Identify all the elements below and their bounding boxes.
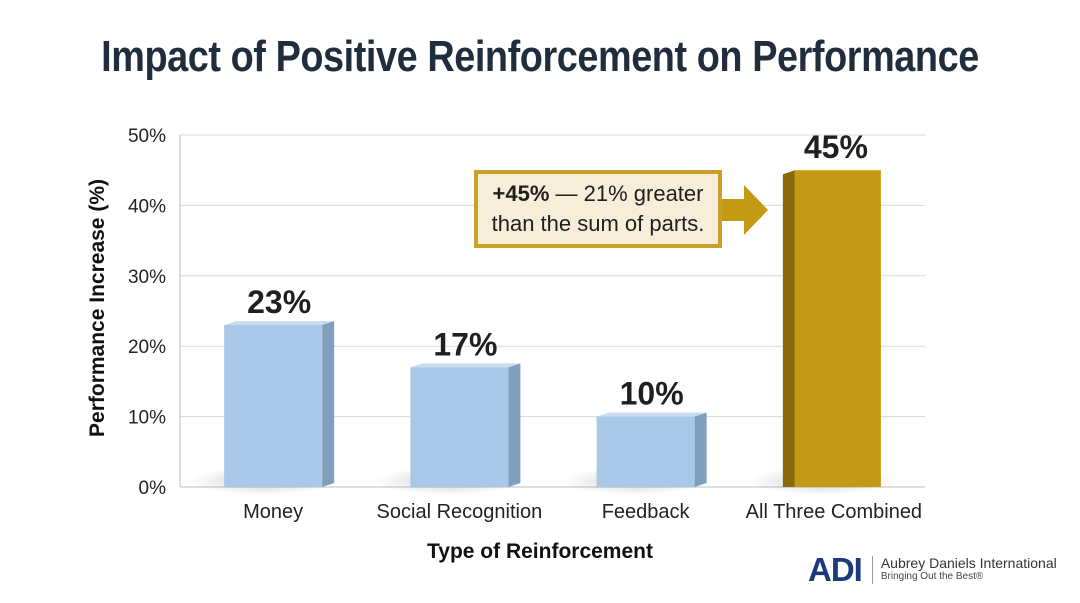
bar-face bbox=[794, 170, 881, 487]
bar-side bbox=[508, 363, 521, 487]
x-axis-title: Type of Reinforcement bbox=[427, 540, 653, 563]
bar-top bbox=[224, 321, 335, 326]
logo-divider bbox=[871, 556, 873, 584]
bar-4: 45% bbox=[748, 129, 896, 495]
bar-face bbox=[410, 367, 509, 487]
category-label: All Three Combined bbox=[746, 501, 922, 523]
logo-company-name: Aubrey Daniels International bbox=[880, 555, 1057, 571]
y-tick-label: 20% bbox=[128, 337, 166, 358]
bar-face bbox=[596, 416, 695, 487]
category-label: Social Recognition bbox=[377, 501, 543, 523]
data-label: 45% bbox=[804, 129, 868, 165]
bar-side bbox=[322, 321, 335, 487]
y-tick-label: 0% bbox=[139, 478, 167, 499]
y-tick-label: 40% bbox=[128, 196, 166, 217]
data-label: 10% bbox=[620, 376, 684, 412]
category-label: Money bbox=[243, 501, 303, 523]
logo-tagline: Bringing Out the Best® bbox=[880, 571, 984, 582]
annotation-callout: +45% — 21% greater than the sum of parts… bbox=[474, 170, 722, 248]
bar-top bbox=[410, 363, 521, 368]
annotation-line-1-text: — 21% greater bbox=[549, 181, 704, 206]
chart-title: Impact of Positive Reinforcement on Perf… bbox=[101, 32, 979, 81]
bar-side bbox=[694, 412, 707, 487]
y-tick-label: 30% bbox=[128, 267, 166, 288]
bars: 23% 17% 10% 45% bbox=[189, 129, 896, 495]
data-label: 17% bbox=[433, 326, 497, 362]
annotation-bold: +45% bbox=[492, 181, 550, 206]
logo-text: Aubrey Daniels International Bringing Ou… bbox=[881, 556, 1057, 584]
company-logo: ADI Aubrey Daniels International Bringin… bbox=[808, 553, 1057, 587]
data-label: 23% bbox=[247, 284, 311, 320]
y-tick-labels: 0% 10% 20% 30% 40% 50% bbox=[128, 126, 166, 499]
callout-arrow-icon bbox=[722, 185, 768, 235]
bar-2: 17% bbox=[375, 326, 523, 495]
annotation-line-2: than the sum of parts. bbox=[491, 211, 705, 236]
category-label: Feedback bbox=[602, 501, 691, 523]
annotation-line-1: +45% — 21% greater bbox=[493, 179, 704, 209]
y-tick-label: 50% bbox=[128, 126, 166, 147]
bar-1: 23% bbox=[189, 284, 337, 495]
logo-mark: ADI bbox=[808, 551, 863, 588]
category-labels: Money Social Recognition Feedback All Three… bbox=[243, 501, 922, 523]
y-axis-title: Performance Increase (%) bbox=[86, 179, 109, 437]
bar-side bbox=[782, 170, 795, 487]
y-tick-label: 10% bbox=[128, 408, 166, 429]
bar-3: 10% bbox=[562, 376, 710, 495]
bar-face bbox=[224, 325, 323, 487]
bar-top bbox=[596, 412, 707, 417]
